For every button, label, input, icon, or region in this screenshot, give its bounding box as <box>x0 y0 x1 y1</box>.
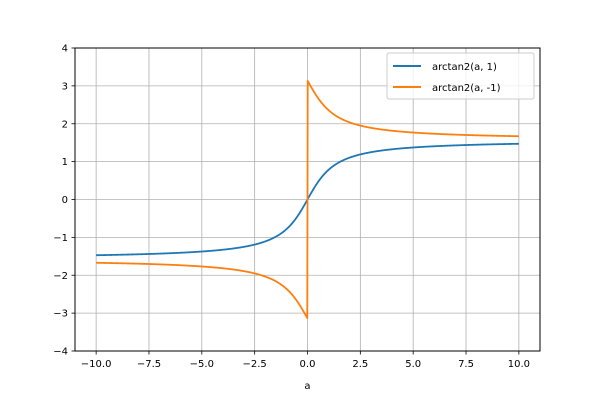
plot-curves <box>95 79 520 320</box>
y-tick-label: −4 <box>53 347 68 358</box>
x-tick-label: 2.5 <box>352 359 368 370</box>
legend-label-series-1: arctan2(a, 1) <box>432 62 497 73</box>
legend-box <box>386 52 535 100</box>
y-tick-label: −2 <box>53 271 68 282</box>
x-tick-label: −2.5 <box>243 359 267 370</box>
series-line-2 <box>95 79 520 320</box>
x-tick-label: −7.5 <box>137 359 161 370</box>
y-tick-label: −3 <box>53 309 68 320</box>
x-axis-ticks: −10.0 −7.5 −5.0 −2.5 0.0 2.5 5.0 7.5 10.0 <box>81 351 530 370</box>
x-tick-label: −10.0 <box>81 359 112 370</box>
x-tick-label: 7.5 <box>458 359 474 370</box>
x-tick-label: −5.0 <box>190 359 214 370</box>
x-axis-label: a <box>304 381 310 392</box>
legend-label-series-2: arctan2(a, -1) <box>432 83 501 94</box>
legend: arctan2(a, 1) arctan2(a, -1) <box>386 52 535 100</box>
x-tick-label: 10.0 <box>508 359 530 370</box>
y-tick-label: 4 <box>62 44 68 55</box>
x-tick-label: 0.0 <box>300 359 316 370</box>
y-tick-label: 0 <box>62 195 68 206</box>
x-tick-label: 5.0 <box>405 359 421 370</box>
y-tick-label: 1 <box>62 157 68 168</box>
y-tick-label: −1 <box>53 233 68 244</box>
y-tick-label: 2 <box>62 119 68 130</box>
y-axis-ticks: −4 −3 −2 −1 0 1 2 3 4 <box>53 44 75 358</box>
y-tick-label: 3 <box>62 81 68 92</box>
